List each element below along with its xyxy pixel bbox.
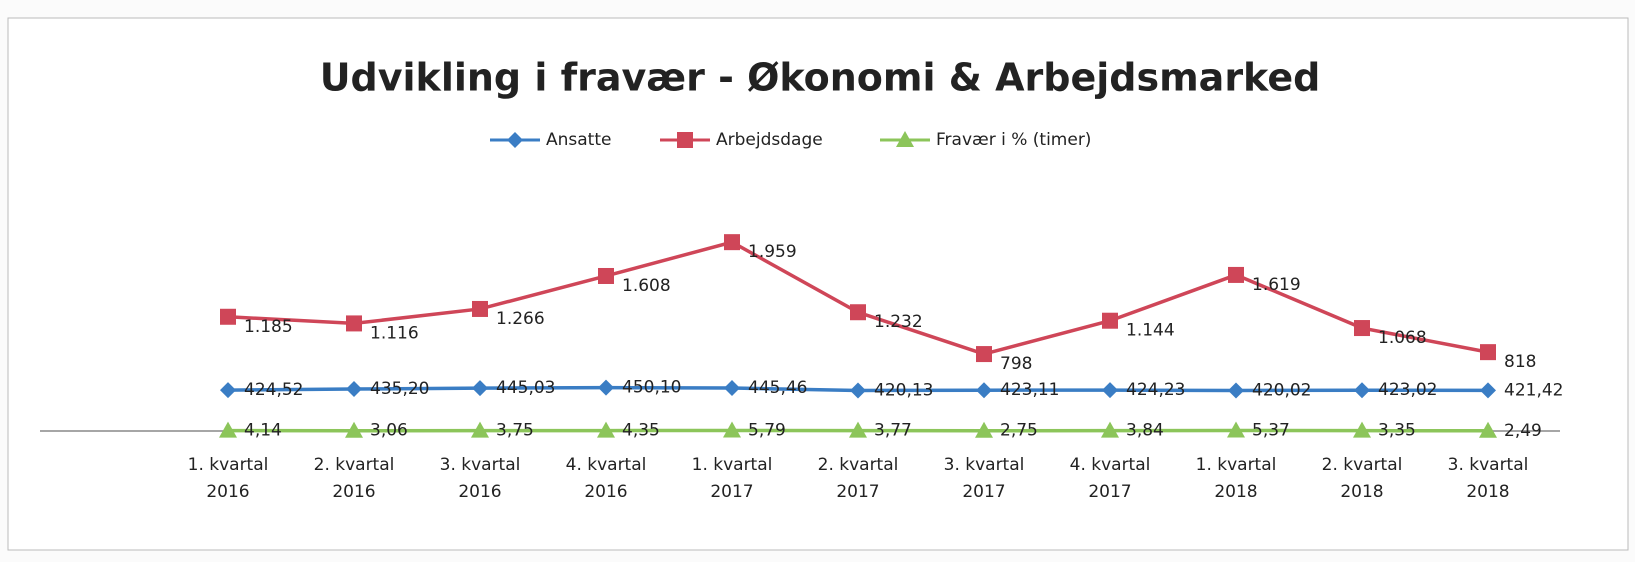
- data-point: [1228, 382, 1244, 399]
- data-point: [597, 421, 615, 438]
- data-point: [975, 421, 993, 438]
- data-point: [1228, 266, 1244, 283]
- data-label: 424,52: [244, 380, 303, 400]
- data-label: 1.619: [1252, 275, 1301, 295]
- data-point: [598, 267, 614, 284]
- data-point: [1102, 312, 1118, 329]
- x-tick-label: 3. kvartal 2018: [1447, 455, 1529, 502]
- chart-frame: [7, 17, 1629, 551]
- legend-marker: [896, 131, 914, 147]
- data-label: 423,02: [1378, 380, 1437, 400]
- data-label: 3,06: [370, 421, 408, 441]
- data-point: [346, 381, 362, 398]
- x-tick-label: 1. kvartal 2017: [691, 455, 773, 502]
- data-point: [1353, 421, 1371, 438]
- data-label: 2,75: [1000, 421, 1038, 441]
- legend-marker: [677, 132, 693, 148]
- data-label: 3,35: [1378, 421, 1416, 441]
- data-point: [1480, 382, 1496, 399]
- data-point: [1227, 421, 1245, 438]
- x-tick-label: 2. kvartal 2016: [313, 455, 395, 502]
- data-point: [850, 382, 866, 399]
- data-label: 4,14: [244, 421, 282, 441]
- data-label: 1.116: [370, 323, 419, 343]
- x-tick-label: 4. kvartal 2017: [1069, 455, 1151, 502]
- data-label: 1.068: [1378, 328, 1427, 348]
- x-tick-label: 3. kvartal 2017: [943, 455, 1025, 502]
- data-label: 3,84: [1126, 421, 1164, 441]
- x-tick-label: 2. kvartal 2017: [817, 455, 899, 502]
- data-label: 421,42: [1504, 380, 1563, 400]
- data-point: [472, 380, 488, 397]
- data-point: [724, 234, 740, 251]
- data-point: [1354, 382, 1370, 399]
- data-point: [849, 421, 867, 438]
- data-point: [219, 421, 237, 438]
- data-label: 2,49: [1504, 421, 1542, 441]
- data-label: 435,20: [370, 379, 429, 399]
- data-label: 4,35: [622, 421, 660, 441]
- data-point: [220, 382, 236, 399]
- data-point: [345, 421, 363, 438]
- data-point: [346, 315, 362, 332]
- data-label: 445,46: [748, 378, 807, 398]
- data-label: 420,02: [1252, 381, 1311, 401]
- data-point: [976, 382, 992, 399]
- data-point: [1101, 421, 1119, 438]
- data-point: [976, 346, 992, 363]
- legend-label: Fravær i % (timer): [936, 130, 1091, 150]
- data-point: [850, 304, 866, 321]
- data-label: 1.266: [496, 309, 545, 329]
- data-point: [1479, 421, 1497, 438]
- x-tick-label: 1. kvartal 2016: [187, 455, 269, 502]
- data-point: [220, 308, 236, 325]
- data-point: [724, 380, 740, 397]
- data-point: [598, 379, 614, 396]
- data-label: 420,13: [874, 380, 933, 400]
- x-tick-label: 2. kvartal 2018: [1321, 455, 1403, 502]
- data-label: 3,77: [874, 421, 912, 441]
- data-label: 1.959: [748, 242, 797, 262]
- data-label: 3,75: [496, 421, 534, 441]
- data-label: 450,10: [622, 378, 681, 398]
- legend-label: Arbejdsdage: [716, 130, 823, 150]
- x-tick-label: 4. kvartal 2016: [565, 455, 647, 502]
- x-tick-label: 3. kvartal 2016: [439, 455, 521, 502]
- data-label: 423,11: [1000, 380, 1059, 400]
- data-point: [471, 421, 489, 438]
- data-point: [723, 421, 741, 438]
- data-label: 1.232: [874, 312, 923, 332]
- data-point: [1102, 382, 1118, 399]
- x-tick-label: 1. kvartal 2018: [1195, 455, 1277, 502]
- data-label: 5,79: [748, 420, 786, 440]
- data-point: [1354, 320, 1370, 337]
- data-label: 445,03: [496, 378, 555, 398]
- data-label: 1.608: [622, 276, 671, 296]
- legend-marker: [507, 132, 523, 148]
- data-label: 798: [1000, 354, 1032, 374]
- data-label: 1.144: [1126, 321, 1175, 341]
- chart-title: Udvikling i fravær - Økonomi & Arbejdsma…: [320, 56, 1321, 100]
- data-label: 424,23: [1126, 380, 1185, 400]
- data-label: 5,37: [1252, 420, 1290, 440]
- data-point: [1480, 344, 1496, 361]
- legend-label: Ansatte: [546, 130, 611, 150]
- data-label: 1.185: [244, 317, 293, 337]
- data-label: 818: [1504, 352, 1536, 372]
- data-point: [472, 300, 488, 317]
